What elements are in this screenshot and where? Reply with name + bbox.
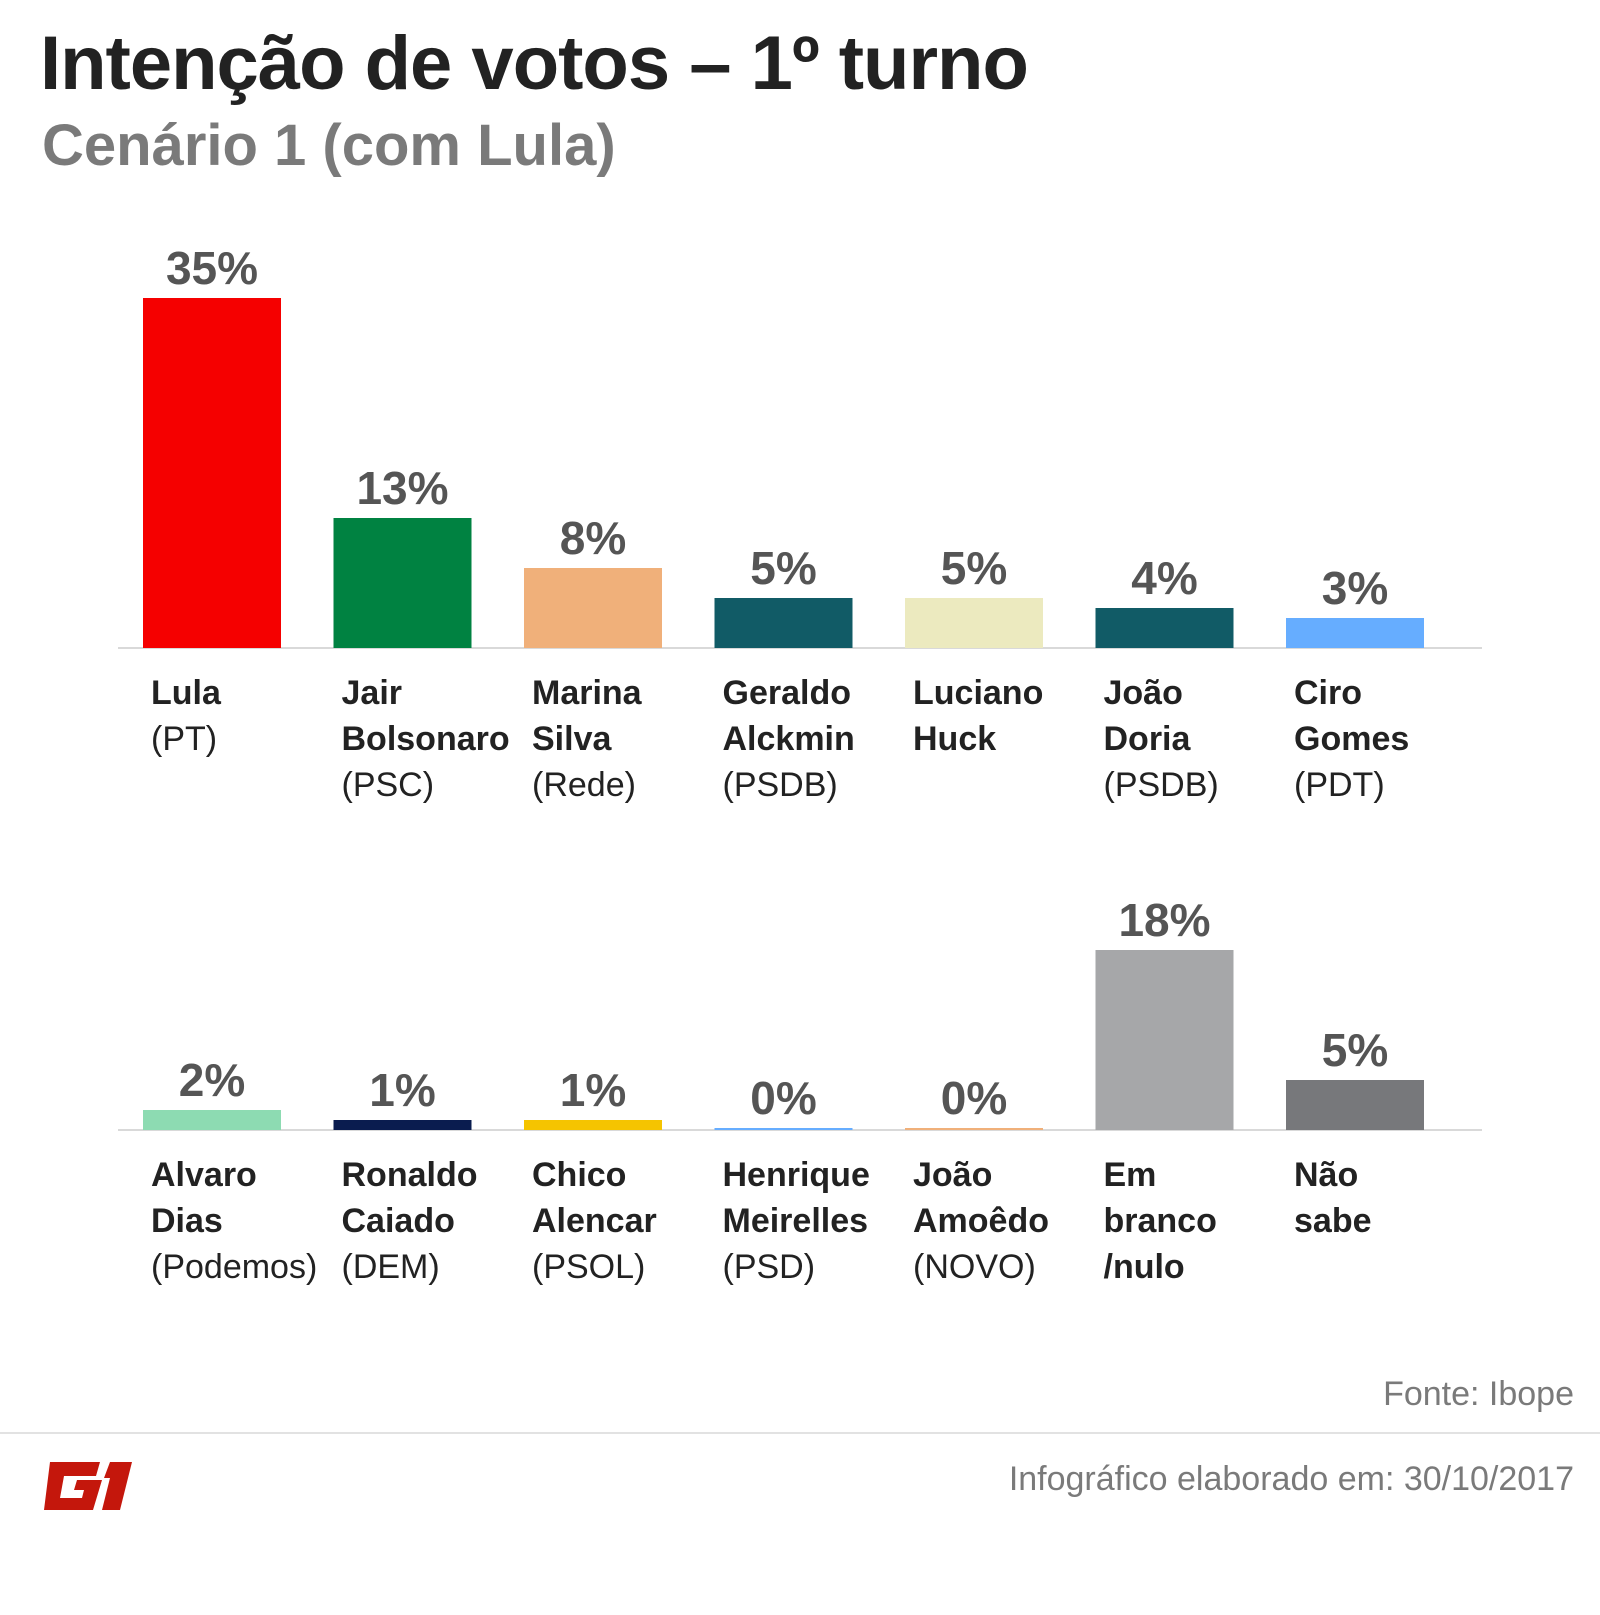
category-label: Doria <box>1104 720 1192 758</box>
bar <box>714 598 853 648</box>
data-label: 35% <box>166 242 258 294</box>
category-label: João <box>913 1156 992 1194</box>
bar-chart: 35% Lula (PT) 13% Jair Bolsonaro (PSC) 8% Marina… <box>118 242 1482 1286</box>
footer-credit: Infográfico elaborado em: 30/10/2017 <box>1008 1460 1574 1498</box>
party-label: (NOVO) <box>913 1248 1036 1286</box>
data-label: 18% <box>1118 894 1210 946</box>
data-label: 5% <box>941 542 1007 594</box>
party-label: (Rede) <box>532 766 636 804</box>
party-label: (PDT) <box>1294 766 1385 804</box>
category-label: Jair <box>342 674 403 712</box>
category-label: Em <box>1104 1156 1157 1194</box>
category-label: Luciano <box>913 674 1043 712</box>
party-label: (PSDB) <box>723 766 838 804</box>
party-label: (PT) <box>151 720 217 758</box>
party-label: (DEM) <box>342 1248 440 1286</box>
data-label: 0% <box>941 1072 1007 1124</box>
data-label: 8% <box>560 512 626 564</box>
chart-subtitle: Cenário 1 (com Lula) <box>42 113 616 178</box>
category-label: Caiado <box>342 1202 455 1240</box>
category-label: Silva <box>532 720 612 758</box>
bar <box>1286 1080 1424 1130</box>
category-label: Chico <box>532 1156 626 1194</box>
data-label: 1% <box>369 1064 435 1116</box>
data-label: 5% <box>1322 1024 1388 1076</box>
category-label: Geraldo <box>723 674 851 712</box>
category-label: Alvaro <box>151 1156 257 1194</box>
category-label: Huck <box>913 720 996 758</box>
category-label: Ciro <box>1294 674 1362 712</box>
category-label: Meirelles <box>723 1202 869 1240</box>
data-label: 13% <box>356 462 448 514</box>
bar <box>714 1128 853 1130</box>
data-label: 3% <box>1322 562 1388 614</box>
g1-logo-icon <box>44 1462 132 1510</box>
bar <box>333 1120 472 1130</box>
footer-divider <box>0 1432 1600 1434</box>
category-label: Amoêdo <box>913 1202 1049 1240</box>
data-label: 2% <box>179 1054 245 1106</box>
category-label: Ronaldo <box>342 1156 478 1194</box>
bar <box>1095 608 1234 648</box>
party-label: (PSOL) <box>532 1248 645 1286</box>
bar <box>143 1110 281 1130</box>
data-label: 1% <box>560 1064 626 1116</box>
category-label: Marina <box>532 674 643 712</box>
category-label: Bolsonaro <box>342 720 510 758</box>
category-label: sabe <box>1294 1202 1372 1240</box>
category-label: /nulo <box>1104 1248 1185 1286</box>
category-label: branco <box>1104 1202 1217 1240</box>
party-label: (PSDB) <box>1104 766 1219 804</box>
data-label: 5% <box>750 542 816 594</box>
party-label: (PSC) <box>342 766 435 804</box>
bar <box>524 1120 662 1130</box>
party-label: (PSD) <box>723 1248 816 1286</box>
category-label: Dias <box>151 1202 223 1240</box>
chart-title: Intenção de votos – 1º turno <box>40 21 1029 106</box>
category-label: Não <box>1294 1156 1358 1194</box>
bar <box>905 1128 1043 1130</box>
category-label: Alckmin <box>723 720 855 758</box>
bar <box>333 518 472 648</box>
category-label: Lula <box>151 674 222 712</box>
bar <box>143 298 281 648</box>
data-label: 4% <box>1131 552 1197 604</box>
category-label: João <box>1104 674 1183 712</box>
bar <box>905 598 1043 648</box>
bar <box>1095 950 1234 1130</box>
data-label: 0% <box>750 1072 816 1124</box>
category-label: Alencar <box>532 1202 657 1240</box>
party-label: (Podemos) <box>151 1248 317 1286</box>
bar <box>1286 618 1424 648</box>
category-label: Gomes <box>1294 720 1409 758</box>
bar <box>524 568 662 648</box>
source-note: Fonte: Ibope <box>1383 1375 1574 1413</box>
category-label: Henrique <box>723 1156 870 1194</box>
